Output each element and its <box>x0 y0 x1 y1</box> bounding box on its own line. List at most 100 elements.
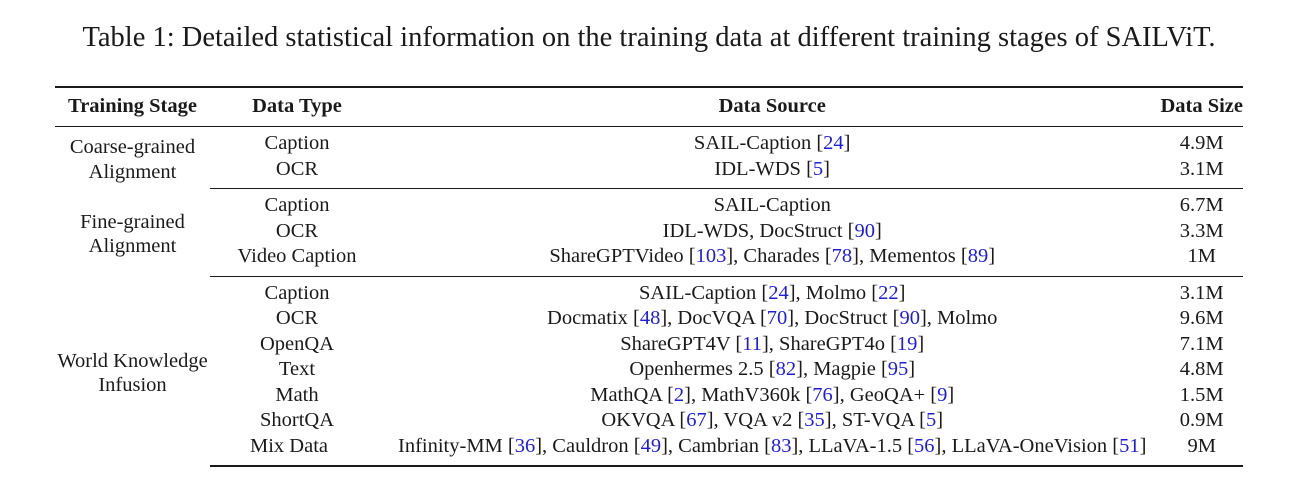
citation-link[interactable]: 70 <box>766 307 788 329</box>
data-type-cell: OCR <box>275 307 319 329</box>
source-text: ], Molmo [ <box>788 281 879 304</box>
data-size-cell: 7.1M <box>1179 332 1224 355</box>
stage-group: World Knowledge Infusion Caption SAIL-Capti… <box>55 276 1243 467</box>
table-row: OCR IDL-WDS, DocStruct [90] 3.3M <box>55 219 1243 245</box>
citation-link[interactable]: 89 <box>967 245 989 267</box>
data-source-cell: Infinity-MM [36], Cauldron [49], Cambria… <box>384 433 1161 467</box>
data-source-cell: ShareGPT4V [11], ShareGPT4o [19] <box>384 332 1160 358</box>
table-row: Text Openhermes 2.5 [82], Magpie [95] 4.8M <box>55 357 1243 383</box>
table-row: Video Caption ShareGPTVideo [103], Charad… <box>55 244 1243 277</box>
training-stage-cell: Fine-grained Alignment <box>55 189 210 277</box>
citation-link[interactable]: 35 <box>804 409 825 431</box>
data-type-cell: OpenQA <box>259 332 334 355</box>
training-stage-line: Alignment <box>88 235 177 258</box>
source-text: ], MathV360k [ <box>684 383 813 406</box>
citation-link[interactable]: 90 <box>854 219 875 242</box>
training-stage-line: Alignment <box>88 160 177 183</box>
data-size-cell: 1.5M <box>1179 383 1224 406</box>
stage-group: Fine-grained Alignment Caption SAIL-Caption… <box>55 189 1243 277</box>
source-text: ], Molmo <box>919 307 998 329</box>
source-text: ], ShareGPT4o [ <box>761 332 897 355</box>
citation-link[interactable]: 24 <box>768 281 789 304</box>
source-text: ] <box>988 245 996 267</box>
source-text: ], DocStruct [ <box>787 307 900 329</box>
table-caption: Table 1: Detailed statistical informatio… <box>82 22 1216 53</box>
table-row: ShortQA OKVQA [67], VQA v2 [35], ST-VQA [… <box>55 408 1243 434</box>
citation-link[interactable]: 24 <box>823 132 844 154</box>
training-stage-cell: Coarse-grained Alignment <box>55 127 210 189</box>
source-text: IDL-WDS, DocStruct [ <box>662 219 855 242</box>
data-type-cell: Caption <box>264 132 330 154</box>
citation-link[interactable]: 9 <box>937 383 948 406</box>
data-size-cell: 3.1M <box>1179 281 1224 304</box>
citation-link[interactable]: 67 <box>686 409 707 431</box>
data-source-cell: ShareGPTVideo [103], Charades [78], Meme… <box>384 244 1161 277</box>
table-row: World Knowledge Infusion Caption SAIL-Capti… <box>55 276 1243 397</box>
data-source-cell: IDL-WDS [5] <box>384 156 1161 189</box>
citation-link[interactable]: 51 <box>1119 434 1140 457</box>
training-stage-line: Fine-grained <box>80 210 185 233</box>
data-size-cell: 4.8M <box>1179 358 1224 380</box>
source-text: OKVQA [ <box>601 409 687 431</box>
data-source-cell: Docmatix [48], DocVQA [70], DocStruct [9… <box>384 306 1160 332</box>
table-row: Math MathQA [2], MathV360k [76], GeoQA+ [… <box>55 383 1243 409</box>
training-data-table: Training Stage Data Type Data Source Dat… <box>55 86 1243 467</box>
source-text: ], Cambrian [ <box>661 434 771 457</box>
citation-link[interactable]: 82 <box>775 358 797 380</box>
header-data-size: Data Size <box>1160 86 1243 127</box>
citation-link[interactable]: 22 <box>878 281 899 304</box>
citation-link[interactable]: 83 <box>770 434 792 457</box>
source-text: ], VQA v2 [ <box>706 409 805 431</box>
citation-link[interactable]: 5 <box>925 409 937 431</box>
citation-link[interactable]: 19 <box>896 332 918 355</box>
source-text: SAIL-Caption <box>713 194 831 216</box>
table-row: Mix Data Infinity-MM [36], Cauldron [49],… <box>55 433 1243 467</box>
data-source-cell: SAIL-Caption [24] <box>384 127 1160 157</box>
citation-link[interactable]: 103 <box>695 245 727 267</box>
data-type-cell: OCR <box>275 219 319 242</box>
source-text: SAIL-Caption [ <box>693 132 824 154</box>
data-size-cell: 9M <box>1160 433 1243 467</box>
source-text: ], LLaVA-OneVision [ <box>934 434 1120 457</box>
citation-link[interactable]: 78 <box>831 245 853 267</box>
source-text: ], GeoQA+ [ <box>832 383 938 406</box>
citation-link[interactable]: 11 <box>742 332 762 355</box>
citation-link[interactable]: 49 <box>640 434 662 457</box>
citation-link[interactable]: 36 <box>514 434 536 457</box>
data-type-cell: Mix Data <box>210 433 384 467</box>
source-text: ], Cauldron [ <box>535 434 641 457</box>
source-text: ] <box>874 219 882 242</box>
source-text: Docmatix [ <box>547 307 640 329</box>
citation-link[interactable]: 2 <box>673 383 685 406</box>
data-size-cell: 9.6M <box>1179 307 1224 329</box>
data-type-cell: Caption <box>264 281 330 304</box>
source-text: ] <box>898 281 906 304</box>
training-stage-line: World Knowledge <box>57 349 208 372</box>
data-size-cell: 4.9M <box>1179 132 1224 154</box>
data-source-cell: MathQA [2], MathV360k [76], GeoQA+ [9] <box>384 383 1160 409</box>
training-stage-cell: World Knowledge Infusion <box>55 276 210 466</box>
header-training-stage: Training Stage <box>55 86 210 127</box>
data-source-cell: SAIL-Caption <box>384 189 1160 219</box>
data-source-cell: IDL-WDS, DocStruct [90] <box>384 219 1160 245</box>
header-data-source: Data Source <box>384 86 1161 127</box>
table-row: OpenQA ShareGPT4V [11], ShareGPT4o [19] 7.… <box>55 332 1243 358</box>
source-text: ], Mementos [ <box>852 245 968 267</box>
citation-link[interactable]: 90 <box>899 307 920 329</box>
table-row: OCR IDL-WDS [5] 3.1M <box>55 156 1243 189</box>
data-source-cell: OKVQA [67], VQA v2 [35], ST-VQA [5] <box>384 408 1160 434</box>
data-type-cell: Math <box>275 383 319 406</box>
training-stage-line: Infusion <box>98 374 167 396</box>
data-type-cell: ShortQA <box>259 409 335 431</box>
citation-link[interactable]: 76 <box>812 383 833 406</box>
source-text: SAIL-Caption [ <box>638 281 769 304</box>
citation-link[interactable]: 48 <box>639 307 661 329</box>
data-size-cell: 1M <box>1160 244 1243 277</box>
source-text: ], DocVQA [ <box>660 307 767 329</box>
citation-link[interactable]: 56 <box>914 434 935 457</box>
citation-link[interactable]: 5 <box>812 157 824 180</box>
source-text: ShareGPTVideo [ <box>549 245 696 267</box>
citation-link[interactable]: 95 <box>887 358 909 380</box>
stage-group: Coarse-grained Alignment Caption SAIL-Capti… <box>55 127 1243 189</box>
source-text: ] <box>823 157 830 180</box>
